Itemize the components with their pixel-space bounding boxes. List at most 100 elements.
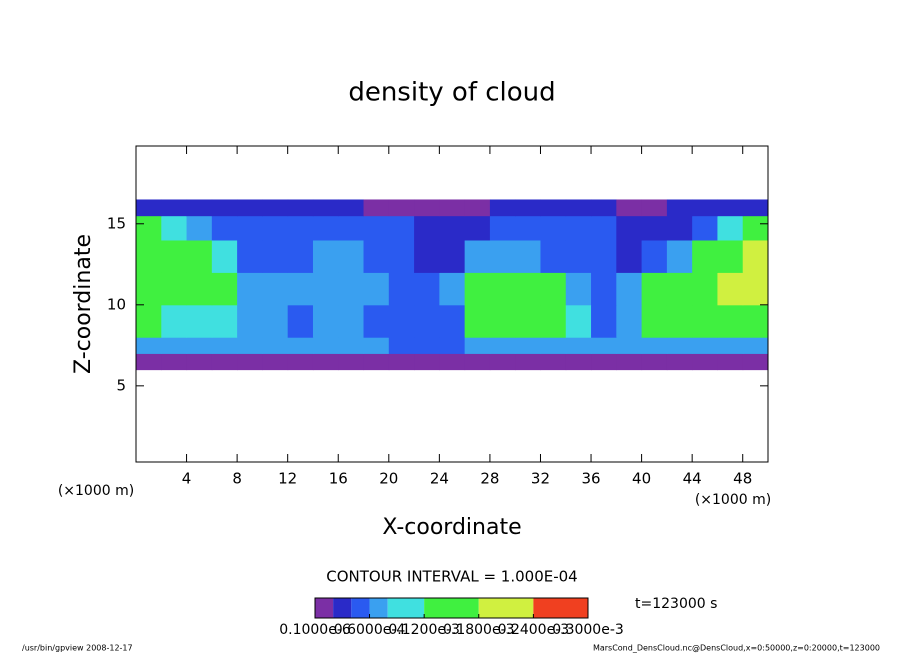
heat-cell bbox=[439, 199, 466, 217]
heat-cell bbox=[338, 215, 365, 241]
y-unit: (×1000 m) bbox=[58, 483, 134, 499]
heat-cell bbox=[591, 199, 617, 217]
x-tick-label: 48 bbox=[733, 470, 752, 488]
heat-cell bbox=[136, 199, 162, 217]
heat-cell bbox=[515, 304, 541, 338]
heat-cell bbox=[237, 215, 263, 241]
heat-cell bbox=[262, 215, 289, 241]
heat-cell bbox=[666, 353, 693, 371]
heat-cell bbox=[237, 337, 263, 354]
heat-cell bbox=[540, 272, 567, 306]
chart-title: density of cloud bbox=[348, 78, 555, 108]
heat-cell bbox=[414, 304, 440, 338]
heat-cell bbox=[363, 199, 390, 217]
heat-cell bbox=[616, 337, 643, 354]
heat-cell bbox=[515, 215, 541, 241]
heat-cell bbox=[363, 272, 390, 306]
time-label: t=123000 s bbox=[635, 596, 717, 612]
heat-cell bbox=[540, 215, 567, 241]
heat-cell bbox=[591, 337, 617, 354]
heat-cell bbox=[489, 239, 516, 273]
heat-cell bbox=[692, 239, 718, 273]
colorbar-band bbox=[351, 598, 370, 618]
heat-cell bbox=[742, 239, 769, 273]
heat-cell bbox=[363, 337, 390, 354]
x-tick-label: 20 bbox=[379, 470, 398, 488]
heat-cell bbox=[414, 272, 440, 306]
heat-cell bbox=[540, 239, 567, 273]
heat-cell bbox=[666, 239, 693, 273]
heat-cell bbox=[312, 239, 339, 273]
heat-cell bbox=[363, 239, 390, 273]
x-tick-label: 4 bbox=[182, 470, 192, 488]
heat-cell bbox=[211, 199, 238, 217]
heat-cell bbox=[211, 304, 238, 338]
heat-cell bbox=[641, 304, 668, 338]
heat-cell bbox=[439, 215, 466, 241]
heat-cell bbox=[211, 215, 238, 241]
heat-cell bbox=[641, 215, 668, 241]
heat-cell bbox=[515, 272, 541, 306]
heat-cell bbox=[591, 239, 617, 273]
heat-cell bbox=[414, 337, 440, 354]
colorbar-tick-label: 0.1000e-6 bbox=[279, 622, 351, 638]
heat-cell bbox=[363, 353, 390, 371]
heat-cell bbox=[439, 353, 466, 371]
heat-cell bbox=[186, 239, 213, 273]
heat-cell bbox=[464, 215, 491, 241]
x-tick-label: 16 bbox=[329, 470, 348, 488]
heat-cell bbox=[464, 199, 491, 217]
heat-cell bbox=[515, 239, 541, 273]
heat-cell bbox=[439, 272, 466, 306]
heat-cell bbox=[388, 304, 415, 338]
heat-cell bbox=[591, 215, 617, 241]
heat-cell bbox=[717, 272, 744, 306]
colorbar-band bbox=[369, 598, 388, 618]
heat-cell bbox=[262, 337, 289, 354]
heat-cell bbox=[338, 353, 365, 371]
heat-cell bbox=[287, 272, 314, 306]
heat-cell bbox=[237, 199, 263, 217]
heat-cell bbox=[565, 215, 592, 241]
heat-cell bbox=[641, 337, 668, 354]
heat-cell bbox=[464, 337, 491, 354]
heat-cell bbox=[515, 353, 541, 371]
heat-cell bbox=[692, 215, 718, 241]
x-tick-label: 28 bbox=[480, 470, 499, 488]
colorbar-band bbox=[533, 598, 588, 618]
x-tick-label: 44 bbox=[683, 470, 702, 488]
heat-cell bbox=[262, 353, 289, 371]
heat-cell bbox=[641, 353, 668, 371]
heat-cell bbox=[186, 272, 213, 306]
heat-cell bbox=[515, 199, 541, 217]
heat-cell bbox=[565, 353, 592, 371]
footer-left: /usr/bin/gpview 2008-12-17 bbox=[22, 644, 133, 653]
heat-cell bbox=[489, 353, 516, 371]
heat-cell bbox=[591, 304, 617, 338]
heat-cell bbox=[211, 239, 238, 273]
x-tick-label: 8 bbox=[232, 470, 242, 488]
heat-cell bbox=[211, 337, 238, 354]
heat-cell bbox=[287, 337, 314, 354]
heat-cell bbox=[439, 337, 466, 354]
heat-cell bbox=[237, 353, 263, 371]
heat-cell bbox=[464, 304, 491, 338]
heat-cell bbox=[388, 353, 415, 371]
heat-cell bbox=[388, 337, 415, 354]
x-tick-label: 24 bbox=[430, 470, 449, 488]
heat-cell bbox=[565, 199, 592, 217]
plot-frame bbox=[135, 145, 769, 463]
heat-cell bbox=[161, 239, 188, 273]
heat-cell bbox=[616, 272, 643, 306]
heat-cell bbox=[616, 239, 643, 273]
colorbar-band bbox=[315, 598, 334, 618]
x-tick-label: 36 bbox=[581, 470, 600, 488]
heat-cell bbox=[287, 353, 314, 371]
colorbar-band bbox=[478, 598, 534, 618]
x-tick-label: 12 bbox=[278, 470, 297, 488]
heat-cell bbox=[338, 272, 365, 306]
heat-cell bbox=[464, 272, 491, 306]
heat-cell bbox=[287, 239, 314, 273]
heat-cell bbox=[616, 215, 643, 241]
heat-cell bbox=[692, 272, 718, 306]
